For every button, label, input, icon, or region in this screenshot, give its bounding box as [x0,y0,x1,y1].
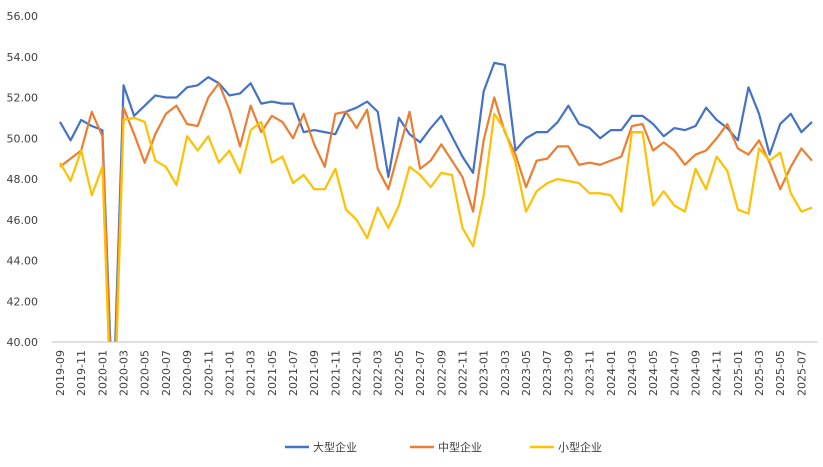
x-tick-label: 2022-07 [414,350,427,396]
y-tick-label: 44.00 [7,255,39,268]
series-line [59,112,813,342]
x-tick-label: 2019-09 [54,350,67,396]
x-tick-label: 2024-11 [711,350,724,396]
x-tick-label: 2023-11 [584,350,597,396]
x-tick-label: 2022-11 [456,350,469,396]
x-tick-label: 2025-01 [732,350,745,396]
x-tick-label: 2023-09 [562,350,575,396]
x-tick-label: 2021-03 [245,350,258,396]
y-tick-label: 46.00 [7,214,39,227]
x-tick-label: 2024-05 [647,350,660,396]
x-tick-label: 2020-01 [96,350,109,396]
x-tick-label: 2020-07 [160,350,173,396]
x-tick-label: 2021-05 [266,350,279,396]
x-tick-label: 2021-11 [329,350,342,396]
x-tick-label: 2023-01 [478,350,491,396]
x-tick-label: 2025-07 [795,350,808,396]
x-tick-label: 2021-01 [223,350,236,396]
x-tick-label: 2020-05 [139,350,152,396]
x-tick-label: 2022-01 [351,350,364,396]
x-tick-label: 2024-09 [689,350,702,396]
y-tick-label: 56.00 [7,10,39,23]
x-tick-label: 2019-11 [75,350,88,396]
y-tick-label: 54.00 [7,51,39,64]
x-tick-label: 2020-09 [181,350,194,396]
plot-area [59,61,813,342]
x-tick-label: 2021-09 [308,350,321,396]
x-tick-label: 2023-05 [520,350,533,396]
x-tick-label: 2021-07 [287,350,300,396]
legend-label: 小型企业 [558,440,602,454]
x-tick-label: 2023-07 [541,350,554,396]
x-tick-label: 2022-05 [393,350,406,396]
y-tick-label: 42.00 [7,295,39,308]
x-tick-label: 2022-09 [435,350,448,396]
series-line [59,82,813,342]
legend-label: 中型企业 [438,440,482,454]
x-tick-label: 2020-03 [118,350,131,396]
y-tick-label: 48.00 [7,173,39,186]
x-tick-label: 2023-03 [499,350,512,396]
y-tick-label: 50.00 [7,132,39,145]
x-tick-label: 2022-03 [372,350,385,396]
x-tick-label: 2020-11 [202,350,215,396]
y-tick-label: 52.00 [7,92,39,105]
legend-label: 大型企业 [313,440,357,454]
y-tick-label: 40.00 [7,336,39,349]
series-line [59,61,813,342]
x-tick-label: 2024-01 [605,350,618,396]
x-tick-label: 2025-03 [753,350,766,396]
x-tick-label: 2024-03 [626,350,639,396]
x-tick-label: 2025-05 [774,350,787,396]
x-tick-label: 2024-07 [668,350,681,396]
